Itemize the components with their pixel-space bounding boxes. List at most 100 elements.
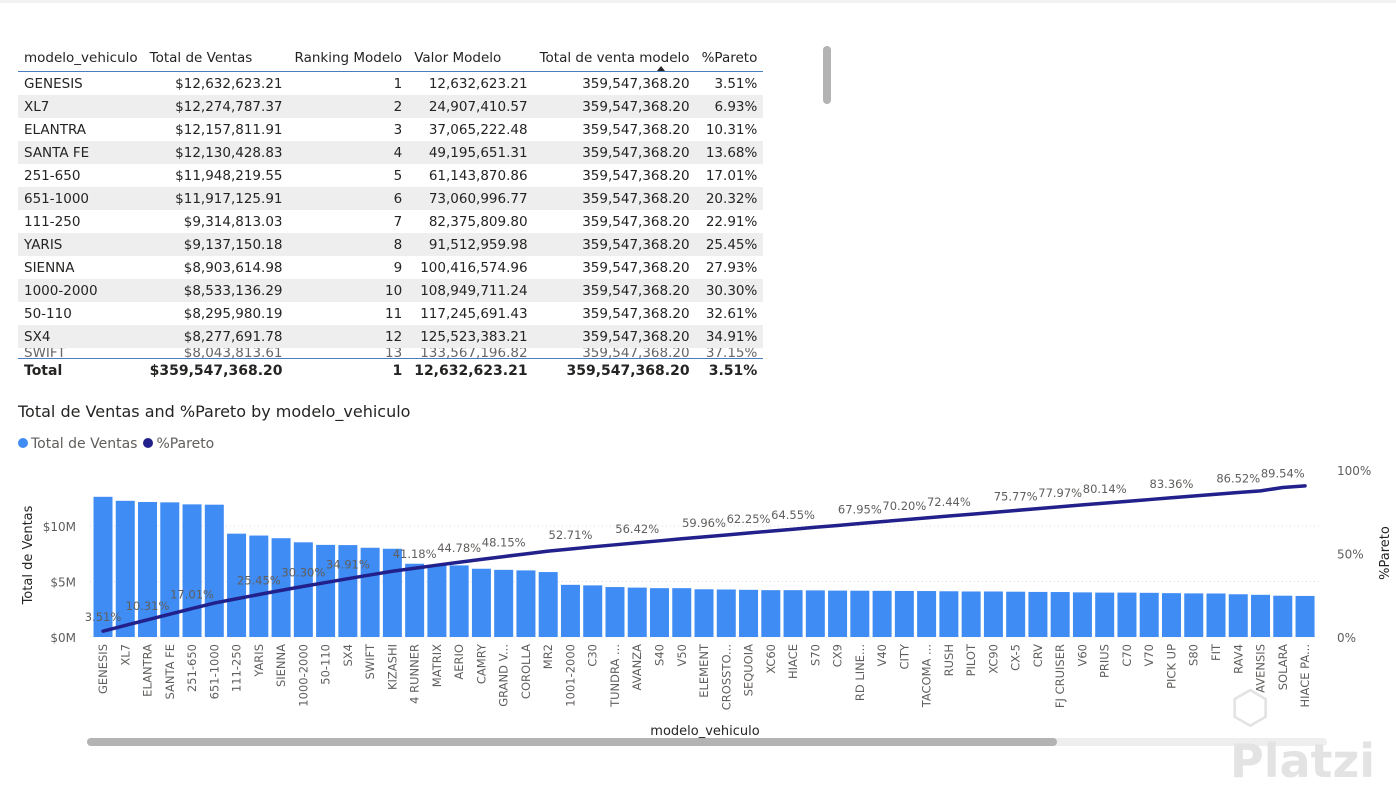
table-body[interactable]: GENESIS $12,632,623.21 1 12,632,623.21 359,5…	[18, 72, 764, 359]
table-row[interactable]: SX4 $8,277,691.78 12 125,523,383.21 359,547,…	[18, 325, 764, 348]
bar	[1206, 593, 1226, 637]
table-cell: $8,295,980.19	[183, 305, 283, 322]
x-tick-label: RD LINE...	[853, 644, 867, 701]
bar	[471, 568, 491, 637]
bar	[1184, 593, 1204, 637]
table-cell: $8,277,691.78	[183, 328, 283, 345]
x-tick-label: S40	[653, 644, 667, 666]
table-row[interactable]: 651-1000 $11,917,125.91 6 73,060,996.77 359,…	[18, 187, 764, 210]
bar	[160, 502, 180, 637]
table-cell: 9	[393, 259, 403, 276]
table-cell: 5	[393, 167, 403, 184]
y-axis-title: Total de Ventas	[21, 505, 36, 605]
table-cell: 359,547,368.20	[582, 348, 690, 359]
bar	[1117, 592, 1137, 637]
data-label: 77.97%	[1038, 486, 1082, 500]
table-row[interactable]: SWIFT $8,043,813.61 13 133,567,196.82 359,54…	[18, 348, 763, 359]
bar	[1006, 591, 1026, 637]
x-tick-label: AVANZA	[630, 644, 644, 691]
table-cell: 27.93%	[705, 259, 758, 276]
table-row[interactable]: XL7 $12,274,787.37 2 24,907,410.57 359,547,3…	[18, 95, 764, 118]
x-tick-label: FIT	[1209, 643, 1223, 661]
x-tick-label: CRV	[1031, 644, 1045, 667]
table-header-row: modelo_vehiculo Total de Ventas Ranking Mo…	[18, 44, 764, 72]
data-label: 67.95%	[838, 503, 882, 517]
x-tick-label: V40	[875, 644, 889, 667]
table-cell: ELANTRA	[24, 121, 87, 138]
data-label: 80.14%	[1083, 482, 1127, 496]
table-cell: 13.68%	[705, 144, 758, 161]
table-row[interactable]: SANTA FE $12,130,428.83 4 49,195,651.31 359,…	[18, 141, 764, 164]
table-cell: XL7	[24, 98, 50, 115]
bar	[293, 542, 313, 637]
table-cell: SX4	[24, 328, 51, 345]
bar	[204, 504, 224, 637]
x-tick-label: PRIUS	[1098, 644, 1112, 678]
table-row[interactable]: YARIS $9,137,150.18 8 91,512,959.98 359,547,…	[18, 233, 764, 256]
x-tick-label: S80	[1187, 644, 1201, 666]
bar	[1295, 595, 1315, 637]
x-tick-label: V70	[1142, 644, 1156, 667]
x-tick-label: SEQUOIA	[742, 644, 756, 696]
legend-item-pareto[interactable]: %Pareto	[143, 436, 214, 452]
table-cell: $11,948,219.55	[175, 167, 283, 184]
bar	[382, 548, 402, 637]
column-header[interactable]: Ranking Modelo	[288, 44, 409, 72]
x-tick-label: CX-5	[1009, 644, 1023, 671]
sort-ascending-icon[interactable]	[657, 66, 665, 71]
data-label: 89.54%	[1261, 466, 1305, 480]
bar	[917, 591, 937, 637]
x-tick-label: MR2	[541, 644, 555, 669]
bar	[449, 565, 469, 637]
legend-item-total-ventas[interactable]: Total de Ventas	[18, 436, 137, 452]
x-tick-label: FJ CRUISER	[1053, 644, 1067, 708]
table-cell: 100,416,574.96	[420, 259, 528, 276]
table-cell: $8,533,136.29	[183, 282, 283, 299]
x-tick-label: GENESIS	[96, 644, 110, 694]
table-cell: 7	[393, 213, 403, 230]
table-cell: 359,547,368.20	[582, 121, 690, 138]
table-row[interactable]: 1000-2000 $8,533,136.29 10 108,949,711.24 35…	[18, 279, 764, 302]
column-header[interactable]: modelo_vehiculo	[18, 44, 144, 72]
table-cell: 10.31%	[705, 121, 758, 138]
bar	[360, 547, 380, 637]
x-tick-label: ELANTRA	[141, 644, 155, 697]
chart-horizontal-scrollbar[interactable]	[87, 738, 1057, 746]
y2-tick-label: 100%	[1337, 464, 1371, 478]
table-row[interactable]: GENESIS $12,632,623.21 1 12,632,623.21 359,5…	[18, 72, 763, 96]
x-tick-label: TACOMA ...	[920, 644, 934, 708]
table-cell: 13	[385, 348, 403, 359]
column-header[interactable]: Total de Ventas	[143, 44, 289, 72]
table-cell: $12,130,428.83	[175, 144, 283, 161]
table-cell: 32.61%	[705, 305, 758, 322]
table-cell: 22.91%	[705, 213, 758, 230]
table-cell: 34.91%	[705, 328, 758, 345]
column-header[interactable]: Valor Modelo	[408, 44, 534, 72]
column-header[interactable]: Total de venta modelo	[533, 44, 696, 72]
chart-legend: Total de Ventas %Pareto	[18, 436, 214, 452]
table-cell: 82,375,809.80	[428, 213, 528, 230]
column-header[interactable]: %Pareto	[695, 44, 764, 72]
bar	[761, 590, 781, 637]
x-tick-label: SOLARA	[1276, 644, 1290, 690]
y-tick-label: $10M	[43, 520, 76, 534]
table-vertical-scrollbar[interactable]	[823, 46, 831, 104]
x-tick-label: SX4	[341, 644, 355, 667]
x-tick-label: RAV4	[1231, 644, 1245, 674]
table-row[interactable]: ELANTRA $12,157,811.91 3 37,065,222.48 359,5…	[18, 118, 763, 141]
x-tick-label: COROLLA	[519, 644, 533, 699]
table-row[interactable]: 251-650 $11,948,219.55 5 61,143,870.86 359,5…	[18, 164, 763, 187]
table-row[interactable]: SIENNA $8,903,614.98 9 100,416,574.96 359,54…	[18, 256, 763, 279]
x-tick-label: HIACE	[786, 644, 800, 679]
table-cell: $9,314,813.03	[183, 213, 283, 230]
table-cell: 359,547,368.20	[582, 144, 690, 161]
bar	[694, 589, 714, 637]
table-cell: 25.45%	[705, 236, 758, 253]
table-row[interactable]: 111-250 $9,314,813.03 7 82,375,809.80 359,54…	[18, 210, 763, 233]
table-row[interactable]: 50-110 $8,295,980.19 11 117,245,691.43 359,5…	[18, 302, 763, 325]
total-cell: Total	[18, 358, 144, 383]
x-tick-label: HIACE PA...	[1298, 644, 1312, 708]
table-cell: 8	[393, 236, 403, 253]
data-label: 56.42%	[615, 522, 659, 536]
bar	[939, 591, 959, 637]
